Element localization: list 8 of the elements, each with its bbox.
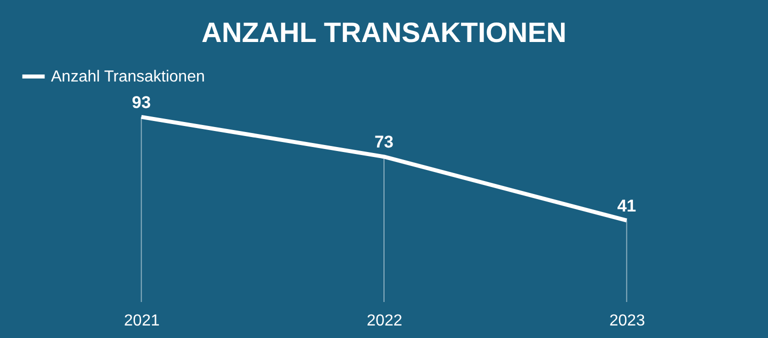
- data-label: 73: [374, 132, 394, 152]
- chart-title: ANZAHL TRANSAKTIONEN: [201, 17, 567, 48]
- data-label: 93: [132, 92, 151, 112]
- x-tick-label: 2022: [366, 312, 402, 330]
- legend-label: Anzahl Transaktionen: [51, 68, 205, 86]
- x-tick-label: 2023: [609, 312, 646, 330]
- x-tick-label: 2021: [124, 312, 160, 330]
- data-label: 41: [617, 196, 636, 216]
